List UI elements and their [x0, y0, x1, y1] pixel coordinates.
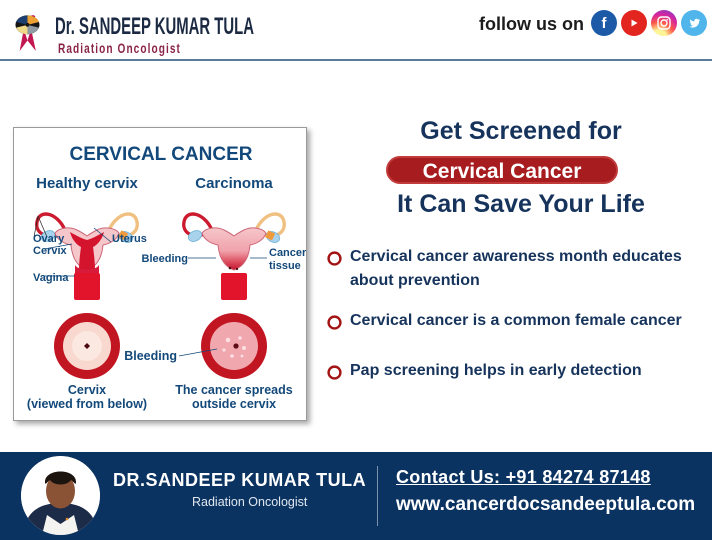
svg-text:Ovary: Ovary	[33, 233, 65, 245]
svg-text:Bleeding: Bleeding	[124, 349, 177, 363]
svg-text:Bleeding: Bleeding	[142, 253, 188, 265]
svg-text:Uterus: Uterus	[112, 233, 147, 245]
svg-text:Vagina: Vagina	[33, 272, 69, 284]
svg-text:The cancer spreads: The cancer spreads	[175, 383, 292, 397]
svg-text:Cervix: Cervix	[33, 245, 68, 257]
svg-text:CERVICAL CANCER: CERVICAL CANCER	[70, 144, 253, 165]
svg-text:tissue: tissue	[269, 260, 301, 272]
svg-text:Cancer: Cancer	[269, 247, 307, 259]
svg-text:outside cervix: outside cervix	[192, 397, 276, 411]
svg-text:Carcinoma: Carcinoma	[195, 175, 273, 192]
svg-text:Cervix: Cervix	[68, 383, 106, 397]
svg-text:(viewed from below): (viewed from below)	[27, 397, 147, 411]
svg-text:Healthy cervix: Healthy cervix	[36, 175, 138, 192]
